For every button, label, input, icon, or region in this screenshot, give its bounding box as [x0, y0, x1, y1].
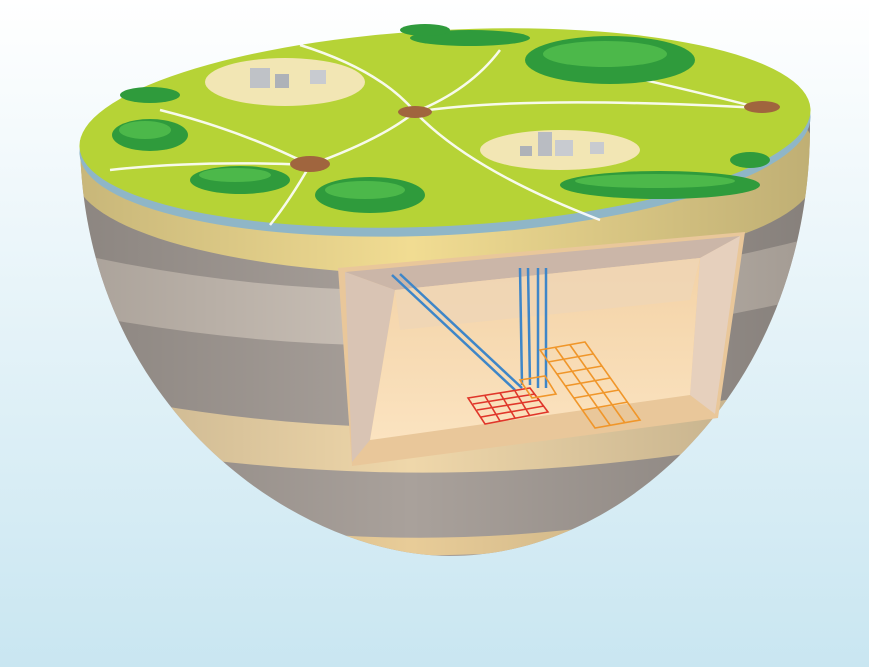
junctions	[290, 101, 780, 172]
towns	[205, 58, 640, 170]
roads	[109, 43, 761, 226]
orange-tunnels	[518, 341, 642, 429]
surface	[79, 24, 811, 237]
red-tunnels	[466, 387, 550, 425]
tree-highlights	[119, 41, 735, 199]
mine-shafts	[391, 267, 548, 391]
